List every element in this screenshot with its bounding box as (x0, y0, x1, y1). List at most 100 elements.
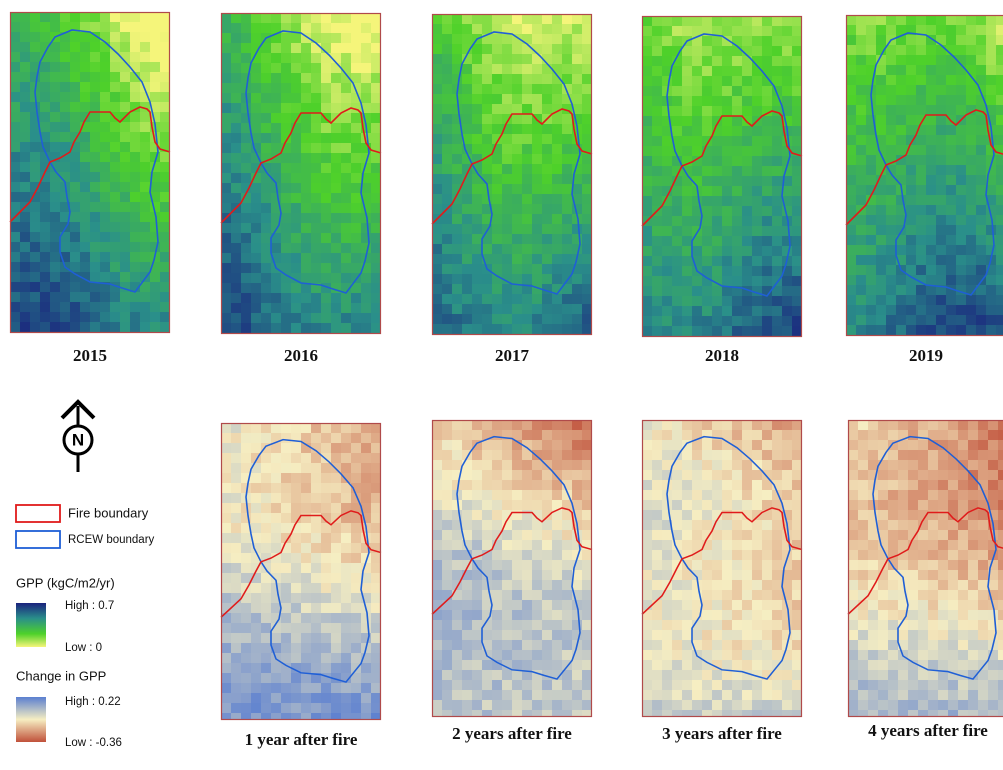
raster-cell (722, 126, 733, 137)
raster-cell (140, 242, 151, 253)
raster-cell (856, 125, 867, 136)
raster-cell (772, 520, 783, 531)
raster-cell (432, 144, 443, 155)
raster-cell (998, 430, 1003, 441)
raster-cell (261, 223, 272, 234)
raster-cell (896, 115, 907, 126)
raster-cell (361, 623, 372, 634)
raster-cell (10, 32, 21, 43)
raster-cell (502, 540, 513, 551)
raster-cell (956, 245, 967, 256)
raster-cell (291, 223, 302, 234)
raster-cell (722, 470, 733, 481)
raster-cell (652, 580, 663, 591)
raster-cell (311, 303, 322, 314)
raster-cell (351, 43, 362, 54)
raster-cell (291, 83, 302, 94)
raster-cell (442, 600, 453, 611)
raster-cell (916, 235, 927, 246)
raster-cell (948, 420, 959, 431)
raster-cell (858, 560, 869, 571)
raster-cell (140, 162, 151, 173)
raster-cell (762, 460, 773, 471)
raster-cell (856, 35, 867, 46)
raster-cell (886, 85, 897, 96)
raster-cell (261, 523, 272, 534)
raster-cell (908, 600, 919, 611)
raster-cell (221, 493, 232, 504)
raster-cell (642, 296, 653, 307)
raster-cell (271, 693, 282, 704)
raster-cell (542, 550, 553, 561)
raster-cell (858, 690, 869, 701)
raster-cell (351, 233, 362, 244)
raster-cell (100, 152, 111, 163)
raster-cell (966, 335, 977, 346)
raster-cell (926, 45, 937, 56)
raster-cell (888, 420, 899, 431)
raster-cell (542, 430, 553, 441)
raster-cell (948, 690, 959, 701)
raster-cell (956, 105, 967, 116)
raster-cell (251, 293, 262, 304)
raster-cell (462, 214, 473, 225)
raster-cell (938, 530, 949, 541)
raster-cell (472, 420, 483, 431)
raster-cell (472, 274, 483, 285)
raster-cell (868, 650, 879, 661)
raster-cell (482, 334, 493, 345)
raster-cell (281, 293, 292, 304)
raster-cell (562, 580, 573, 591)
raster-cell (271, 673, 282, 684)
raster-cell (856, 155, 867, 166)
raster-cell (341, 583, 352, 594)
raster-cell (562, 570, 573, 581)
raster-cell (351, 193, 362, 204)
raster-cell (10, 162, 21, 173)
raster-cell (301, 573, 312, 584)
raster-cell (281, 583, 292, 594)
raster-cell (642, 36, 653, 47)
raster-cell (231, 633, 242, 644)
raster-cell (722, 480, 733, 491)
raster-cell (848, 530, 859, 541)
raster-cell (868, 560, 879, 571)
raster-cell (462, 334, 473, 345)
raster-cell (221, 463, 232, 474)
raster-cell (221, 653, 232, 664)
raster-cell (712, 46, 723, 57)
raster-cell (512, 590, 523, 601)
raster-cell (968, 680, 979, 691)
raster-cell (241, 253, 252, 264)
raster-cell (876, 115, 887, 126)
raster-cell (311, 633, 322, 644)
raster-cell (692, 166, 703, 177)
raster-cell (722, 296, 733, 307)
raster-cell (241, 283, 252, 294)
raster-cell (782, 46, 793, 57)
raster-cell (956, 125, 967, 136)
raster-cell (868, 660, 879, 671)
raster-cell (301, 663, 312, 674)
raster-cell (261, 333, 272, 344)
raster-cell (432, 44, 443, 55)
raster-cell (876, 205, 887, 216)
raster-cell (281, 83, 292, 94)
raster-cell (642, 710, 653, 721)
raster-cell (742, 226, 753, 237)
figure: 201520162017201820191 year after fire2 y… (0, 0, 1003, 770)
raster-cell (120, 262, 131, 273)
raster-cell (261, 43, 272, 54)
raster-cell (552, 234, 563, 245)
raster-cell (221, 233, 232, 244)
raster-cell (482, 690, 493, 701)
raster-cell (482, 460, 493, 471)
raster-cell (682, 46, 693, 57)
raster-cell (432, 520, 443, 531)
raster-cell (948, 640, 959, 651)
raster-cell (321, 323, 332, 334)
raster-cell (150, 42, 161, 53)
raster-cell (261, 13, 272, 24)
raster-cell (522, 600, 533, 611)
raster-cell (341, 693, 352, 704)
